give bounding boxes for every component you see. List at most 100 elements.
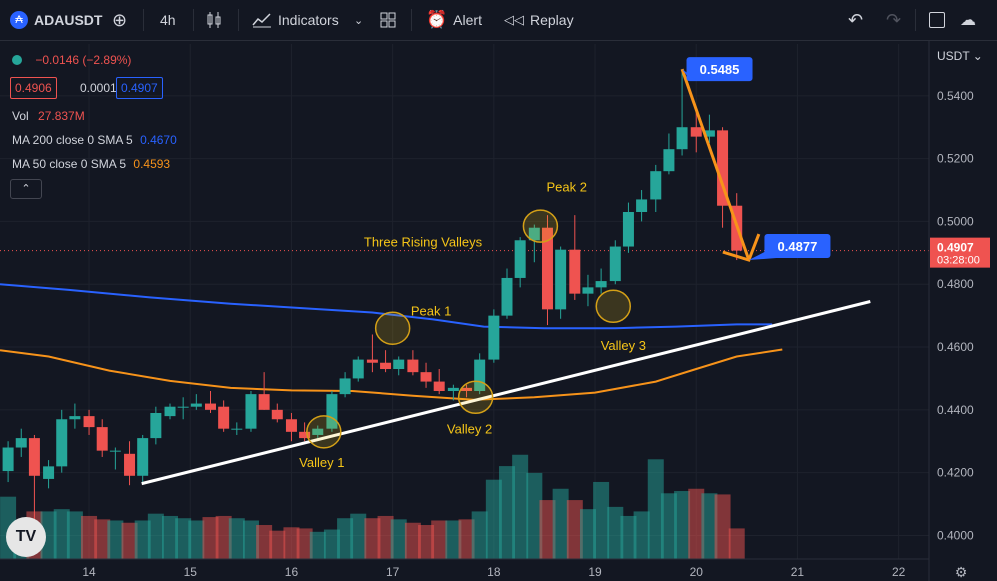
down-arrow-line: [680, 68, 751, 261]
collapse-legend-button[interactable]: ⌃: [10, 179, 42, 199]
candle-body: [312, 428, 324, 435]
annotation-label: Valley 1: [299, 455, 344, 470]
replay-button[interactable]: ◁◁ Replay: [504, 0, 574, 40]
vol-value: 27.837M: [38, 109, 85, 123]
volume-bar: [620, 515, 637, 559]
time-tick-label: 22: [892, 565, 906, 579]
ma200-label: MA 200 close 0 SMA 5: [12, 133, 133, 147]
price-tick-label: 0.4400: [937, 403, 974, 417]
candle-body: [609, 246, 621, 282]
candle-body: [69, 416, 81, 420]
ma50-value: 0.4593: [133, 157, 171, 171]
candle-body: [461, 387, 473, 391]
symbol-name: ADAUSDT: [34, 12, 103, 28]
candle-body: [541, 227, 553, 310]
symbol-button[interactable]: ₳ ADAUSDT: [10, 0, 102, 40]
vol-label: Vol: [12, 109, 29, 123]
candle-body: [271, 409, 283, 420]
volume-bar: [539, 500, 556, 559]
time-tick-label: 21: [791, 565, 805, 579]
candle-body: [582, 287, 594, 294]
current-price-value: 0.4907: [937, 241, 974, 255]
volume-bar: [121, 522, 138, 559]
candle-body: [420, 372, 432, 382]
time-tick-label: 15: [184, 565, 198, 579]
annotation-circle: [457, 380, 494, 415]
indicators-icon: [252, 13, 271, 28]
volume-bar: [202, 517, 219, 559]
legend-change-row: −0.0146 (−2.89%): [12, 53, 131, 67]
candle-body: [703, 130, 715, 137]
time-tick-label: 18: [487, 565, 501, 579]
volume-bar: [175, 518, 192, 559]
volume-bar: [81, 515, 98, 559]
candle-body: [137, 438, 149, 476]
volume-bar: [418, 525, 435, 559]
candle-body: [501, 277, 513, 316]
sell-price-button[interactable]: 0.4906: [10, 77, 57, 99]
candle-body: [366, 359, 378, 363]
candle-body: [150, 412, 162, 439]
price-tick-label: 0.5000: [937, 214, 974, 228]
top-toolbar: ₳ ADAUSDT ⊕ 4h Indicators ⌄ ⏰ Alert ◁◁ R…: [0, 0, 997, 41]
volume-bar: [309, 531, 326, 559]
layouts-icon[interactable]: [380, 0, 396, 40]
redo-icon[interactable]: ↷: [886, 9, 902, 30]
fullscreen-icon[interactable]: [929, 0, 945, 40]
volume-bar: [242, 520, 259, 559]
candle-body: [83, 416, 95, 428]
annotation-label: Valley 2: [447, 421, 492, 436]
volume-bar: [66, 511, 83, 559]
volume-bar: [660, 493, 677, 559]
candle-body: [245, 394, 257, 429]
price-chart[interactable]: Three Rising Valleys Peak 1 Peak 2 Valley 1…: [0, 41, 997, 581]
ma200-value: 0.4670: [140, 133, 177, 147]
time-tick-label: 20: [690, 565, 704, 579]
alert-button[interactable]: ⏰ Alert: [426, 0, 482, 40]
volume-bar: [256, 525, 273, 559]
time-tick-label: 14: [82, 565, 96, 579]
candle-body: [380, 362, 392, 370]
down-arrow-head: [722, 233, 761, 262]
indicators-button[interactable]: Indicators: [252, 0, 339, 40]
volume-bar: [607, 506, 624, 559]
volume-bar: [94, 519, 111, 559]
candle-body: [258, 394, 270, 410]
candle-body: [717, 130, 729, 206]
price-tick-label: 0.5200: [937, 152, 974, 166]
interval-button[interactable]: 4h: [160, 0, 176, 40]
compare-add-icon[interactable]: ⊕: [112, 9, 128, 30]
candle-body: [407, 359, 419, 373]
cloud-icon[interactable]: ☁: [960, 12, 976, 29]
price-callout-pointer: [748, 252, 777, 261]
price-callout-pointer: [682, 69, 699, 82]
volume-bar: [40, 511, 57, 559]
candle-body: [177, 406, 189, 408]
volume-bar: [337, 518, 354, 559]
volume-bar: [728, 528, 745, 559]
countdown-timer: 03:28:00: [937, 255, 980, 267]
volume-bar: [512, 454, 529, 559]
volume-bar: [458, 519, 475, 559]
ma50-line: [0, 348, 783, 401]
buy-price-button[interactable]: 0.4907: [116, 77, 163, 99]
volume-bar: [147, 513, 164, 559]
legend-ma50[interactable]: MA 50 close 0 SMA 5 0.4593: [12, 157, 170, 171]
candle-body: [488, 315, 500, 360]
symbol-logo-icon: ₳: [10, 11, 28, 29]
volume-bar: [485, 479, 502, 559]
chart-type-icon[interactable]: [206, 0, 222, 40]
volume-bar: [107, 520, 124, 559]
candle-body: [528, 227, 540, 241]
legend-volume: Vol 27.837M: [12, 109, 85, 123]
volume-bar: [134, 520, 151, 559]
volume-bar: [215, 515, 232, 559]
undo-icon[interactable]: ↶: [848, 9, 864, 30]
candle-body: [299, 431, 311, 439]
volume-bar: [647, 459, 664, 559]
volume-bar: [377, 515, 394, 559]
rewind-icon: ◁◁: [504, 12, 524, 27]
chevron-down-icon[interactable]: ⌄: [354, 14, 364, 27]
legend-ma200[interactable]: MA 200 close 0 SMA 5 0.4670: [12, 133, 177, 147]
chevron-up-icon: ⌃: [21, 183, 31, 195]
